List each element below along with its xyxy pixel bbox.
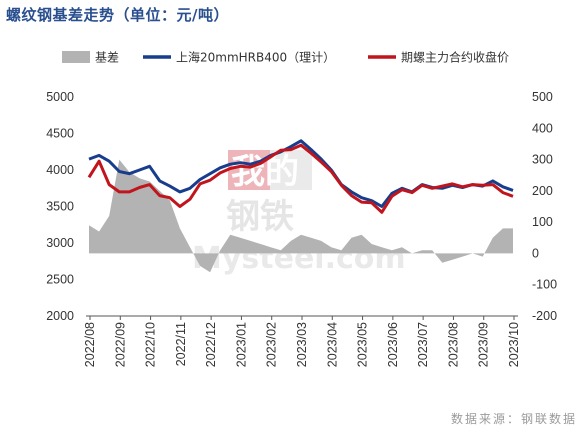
y-left-tick-label: 3500 [46,200,74,214]
futures-close-line [87,143,514,214]
y-left-tick-label: 3000 [46,236,74,250]
x-tick-label: 2022/12 [204,322,218,367]
x-tick-label: 2023/08 [446,322,460,367]
y-right-tick-label: -100 [532,278,557,292]
y-left-tick-label: 5000 [46,90,74,104]
y-right-tick-label: 500 [532,90,553,104]
y-left-tick-label: 4000 [46,163,74,177]
x-tick-label: 2023/10 [507,322,521,367]
watermark-box-2 [270,150,312,190]
watermark-line2: 钢铁 [226,197,294,237]
y-left-tick-label: 4500 [46,127,74,141]
y-right-tick-label: 400 [532,121,553,135]
legend-label: 上海20mmHRB400（理计） [176,50,335,65]
x-tick-label: 2022/10 [144,322,158,367]
y-right-tick-label: 0 [532,246,539,260]
x-tick-label: 2022/08 [83,322,97,367]
x-tick-label: 2023/06 [386,322,400,367]
x-tick-label: 2023/07 [416,322,430,367]
basis-area [89,159,513,273]
x-tick-label: 2023/02 [265,322,279,367]
x-tick-label: 2023/05 [356,322,370,367]
legend-swatch-basis [62,51,90,63]
legend-label: 期螺主力合约收盘价 [401,50,509,65]
x-tick-label: 2023/01 [234,322,248,367]
plot-area [87,139,514,273]
y-right-tick-label: -200 [532,309,557,323]
legend-label: 基差 [95,51,119,65]
watermark: 我的 钢铁 Mysteel.com [192,150,406,276]
y-right-tick-label: 200 [532,184,553,198]
x-tick-label: 2023/03 [295,322,309,367]
chart-title: 螺纹钢基差走势（单位：元/吨） [6,6,229,24]
y-left-tick-label: 2000 [46,309,74,323]
x-tick-label: 2022/09 [113,322,127,367]
y-left-tick-label: 2500 [46,273,74,287]
watermark-box-1 [228,150,270,190]
legend: 基差 上海20mmHRB400（理计） 期螺主力合约收盘价 [62,50,509,65]
source-note: 数据来源：钢联数据 [450,412,577,426]
y-right-tick-label: 300 [532,153,553,167]
spot-price-line [88,139,514,208]
x-tick-label: 2022/11 [174,322,188,366]
x-tick-label: 2023/09 [477,322,491,367]
y-right-tick-label: 100 [532,215,553,229]
axes: 2000 2500 3000 3500 4000 4500 5000 -200 -100 0 100… [46,90,557,367]
x-tick-label: 2023/04 [325,322,339,367]
